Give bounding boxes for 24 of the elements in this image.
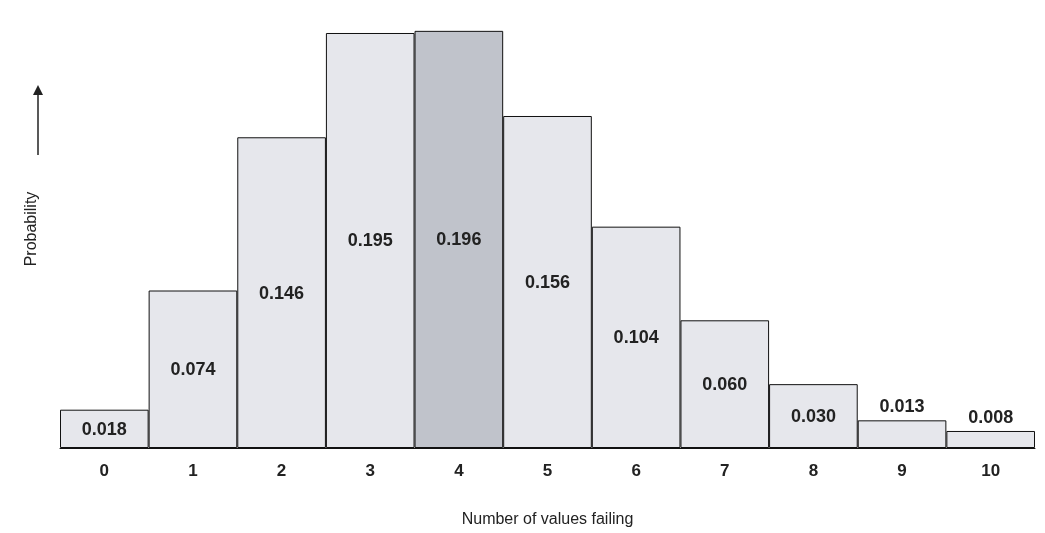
x-tick-label: 7 xyxy=(720,461,730,480)
data-label: 0.196 xyxy=(436,229,482,250)
data-label: 0.146 xyxy=(259,282,305,303)
x-tick-label: 10 xyxy=(981,461,1001,480)
x-axis-title: Number of values failing xyxy=(461,509,634,527)
data-label: 0.156 xyxy=(524,271,571,292)
data-label: 0.008 xyxy=(968,406,1014,427)
x-tick-label: 2 xyxy=(276,461,287,480)
x-tick-label: 4 xyxy=(454,461,465,480)
x-tick-label: 1 xyxy=(188,461,198,480)
data-label: 0.074 xyxy=(170,359,216,380)
data-label: 0.104 xyxy=(613,327,659,348)
data-label: 0.030 xyxy=(790,406,836,427)
data-label: 0.195 xyxy=(347,230,393,251)
x-tick-label: 0 xyxy=(99,461,110,480)
x-tick-label: 3 xyxy=(365,461,375,480)
y-axis-title: Probability xyxy=(21,191,39,267)
x-tick-label: 6 xyxy=(631,461,641,480)
x-tick-label: 5 xyxy=(542,461,553,480)
data-label: 0.018 xyxy=(81,418,127,439)
data-label: 0.013 xyxy=(879,396,925,417)
x-tick-label: 8 xyxy=(808,461,819,480)
data-label: 0.060 xyxy=(702,374,748,395)
x-tick-label: 9 xyxy=(897,461,907,480)
